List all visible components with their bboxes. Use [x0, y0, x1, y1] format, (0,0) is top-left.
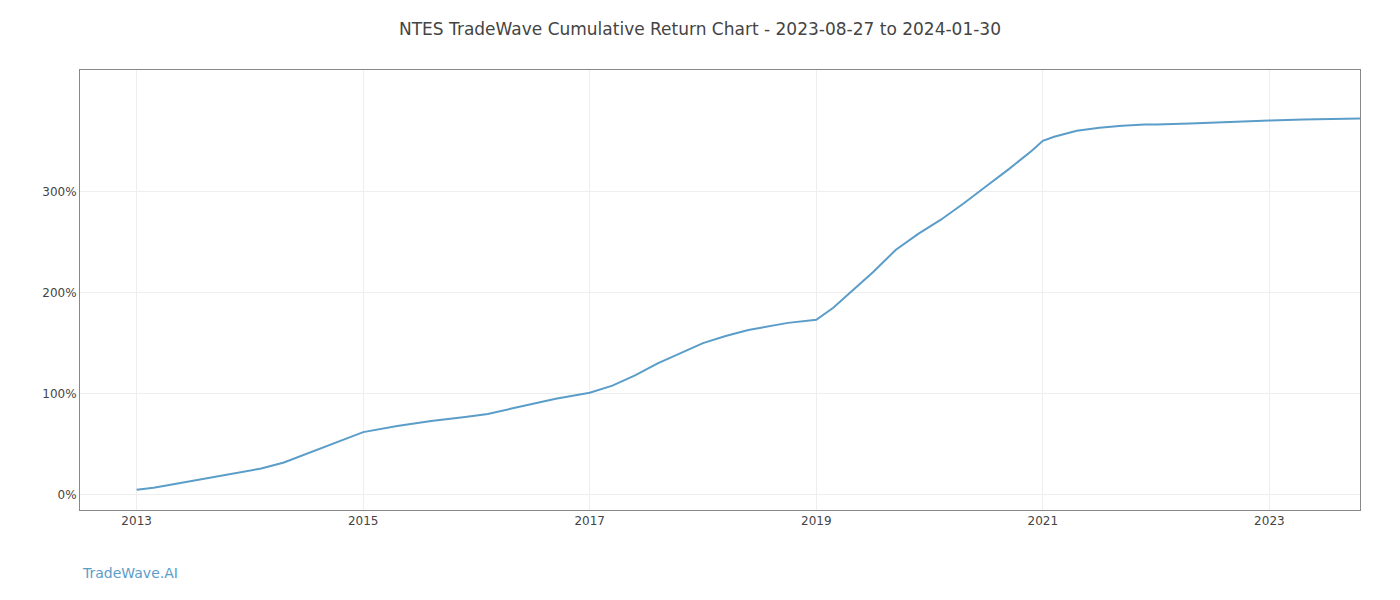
svg-text:2023: 2023	[1254, 514, 1285, 528]
svg-text:2021: 2021	[1028, 514, 1059, 528]
svg-text:2013: 2013	[121, 514, 152, 528]
svg-text:200%: 200%	[42, 286, 76, 300]
svg-text:300%: 300%	[42, 185, 76, 199]
svg-text:2017: 2017	[574, 514, 605, 528]
svg-text:2015: 2015	[348, 514, 379, 528]
svg-text:2019: 2019	[801, 514, 832, 528]
svg-text:100%: 100%	[42, 387, 76, 401]
svg-text:0%: 0%	[58, 488, 77, 502]
svg-text:TradeWave.AI: TradeWave.AI	[82, 565, 178, 581]
svg-text:NTES TradeWave Cumulative Retu: NTES TradeWave Cumulative Return Chart -…	[399, 19, 1001, 39]
